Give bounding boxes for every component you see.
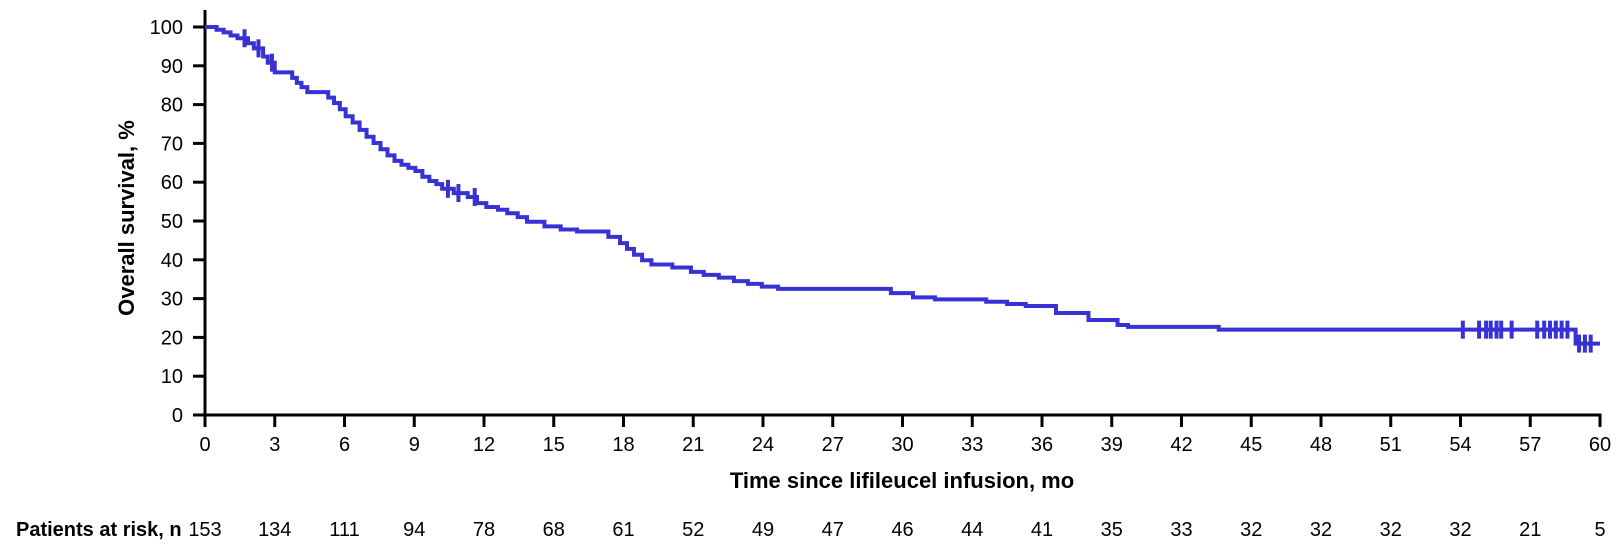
risk-count: 33 [1170,519,1192,541]
x-tick-label: 45 [1240,434,1262,456]
x-axis-title: Time since lifileucel infusion, mo [729,468,1075,493]
x-tick-label: 15 [543,434,565,456]
y-tick-label: 70 [161,133,183,155]
y-tick-label: 0 [172,405,183,427]
x-tick-label: 24 [752,434,774,456]
y-tick-label: 90 [161,56,183,78]
risk-count: 32 [1449,519,1471,541]
x-tick-label: 51 [1380,434,1402,456]
risk-count: 44 [961,519,983,541]
y-tick-label: 80 [161,95,183,117]
risk-count: 47 [822,519,844,541]
risk-count: 134 [258,519,291,541]
x-tick-label: 48 [1310,434,1332,456]
y-tick-label: 30 [161,289,183,311]
risk-count: 21 [1519,519,1541,541]
y-tick-label: 50 [161,211,183,233]
x-tick-label: 54 [1449,434,1471,456]
risk-count: 32 [1380,519,1402,541]
risk-count: 94 [403,519,425,541]
risk-count: 78 [473,519,495,541]
risk-count: 46 [891,519,913,541]
x-tick-label: 21 [682,434,704,456]
patients-at-risk-label: Patients at risk, n [16,519,182,541]
y-tick-label: 100 [150,17,183,39]
risk-count: 35 [1101,519,1123,541]
x-tick-label: 18 [612,434,634,456]
x-tick-label: 9 [409,434,420,456]
x-tick-label: 0 [199,434,210,456]
x-tick-label: 3 [269,434,280,456]
y-tick-label: 60 [161,172,183,194]
y-tick-label: 20 [161,327,183,349]
x-tick-label: 39 [1101,434,1123,456]
risk-count: 68 [543,519,565,541]
risk-count: 32 [1310,519,1332,541]
y-tick-label: 10 [161,366,183,388]
x-tick-label: 30 [891,434,913,456]
risk-count: 5 [1594,519,1605,541]
x-tick-label: 27 [822,434,844,456]
x-tick-label: 36 [1031,434,1053,456]
risk-count: 153 [188,519,221,541]
x-tick-label: 6 [339,434,350,456]
x-tick-label: 42 [1170,434,1192,456]
risk-count: 61 [612,519,634,541]
x-tick-label: 33 [961,434,983,456]
risk-count: 49 [752,519,774,541]
risk-count: 111 [329,519,359,541]
y-axis-title: Overall survival, % [114,120,139,316]
risk-count: 32 [1240,519,1262,541]
risk-count: 41 [1031,519,1053,541]
x-tick-label: 57 [1519,434,1541,456]
x-tick-label: 12 [473,434,495,456]
risk-count: 52 [682,519,704,541]
x-tick-label: 60 [1589,434,1611,456]
y-tick-label: 40 [161,250,183,272]
survival-curve [205,25,1600,346]
